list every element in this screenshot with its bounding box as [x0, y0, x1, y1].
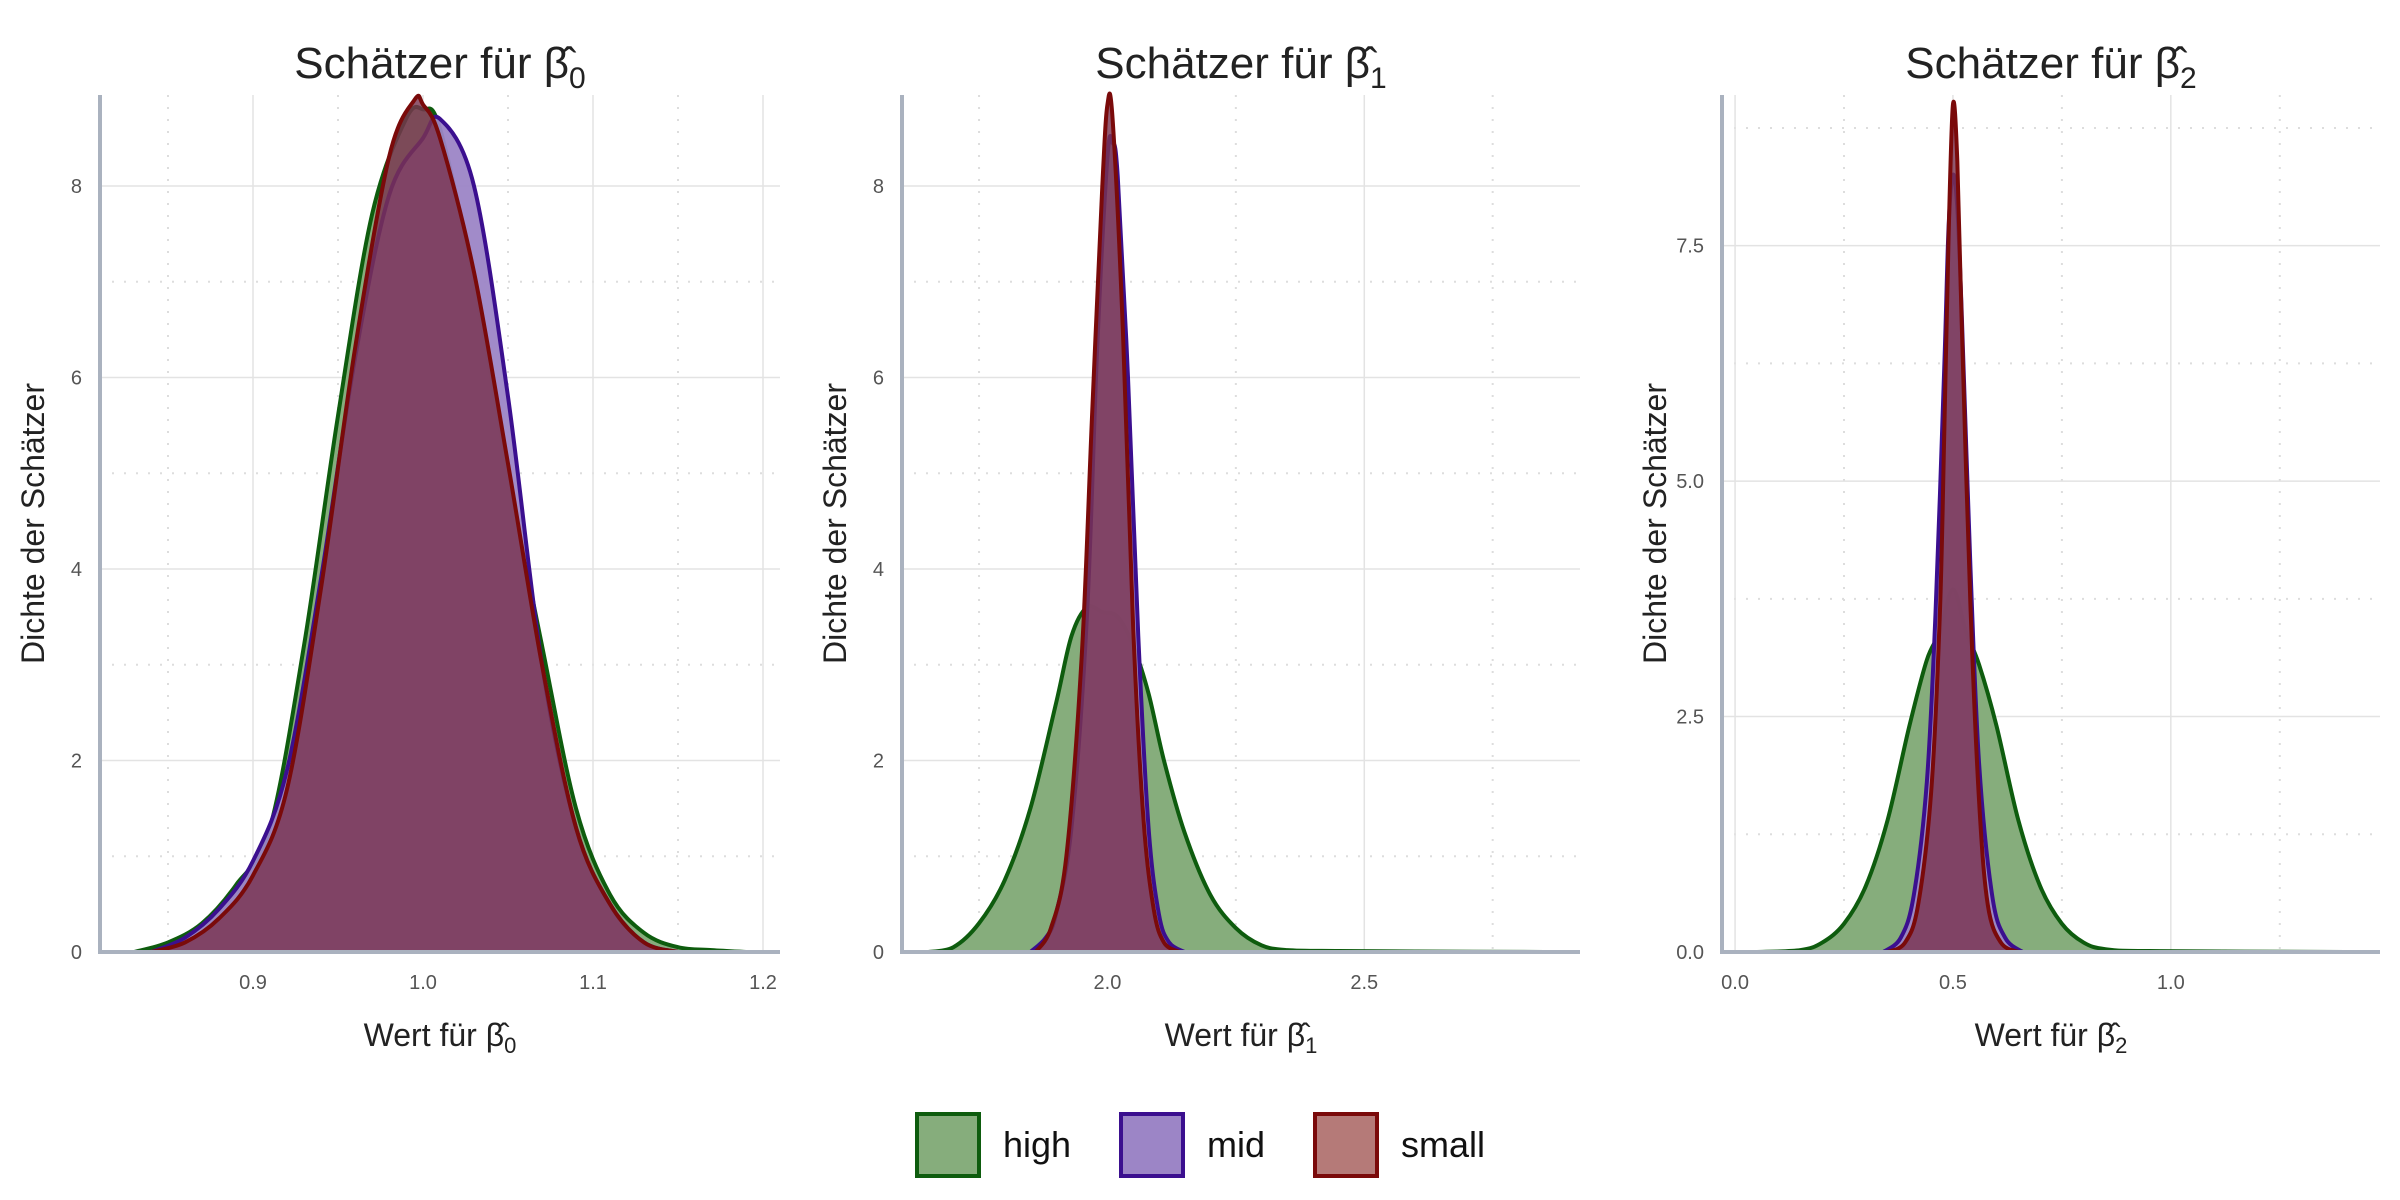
legend-label-mid: mid: [1207, 1124, 1266, 1165]
y-tick-label: 2: [873, 750, 884, 772]
density-line-small: [1033, 91, 1181, 954]
panel-0: 0.9 1.0 1.1 1.2 0 2 4 6 8 Schätzer für β̂0 Wert fü…: [15, 39, 780, 1058]
y-tick-label: 0: [873, 942, 884, 964]
x-tick-label: 0.0: [1721, 972, 1749, 994]
panel-title: Schätzer für β̂2: [1905, 39, 2196, 95]
y-tick-label: 4: [873, 559, 884, 581]
legend-key-high: [914, 1112, 981, 1178]
x-axis-label: Wert für β̂2: [1975, 1017, 2128, 1058]
density-area-small: [151, 95, 678, 952]
y-tick-label: 2.5: [1676, 707, 1704, 729]
panel-title: Schätzer für β̂0: [294, 39, 585, 95]
x-axis-label: Wert für β̂1: [1165, 1017, 1318, 1058]
y-tick-label: 7.5: [1676, 236, 1704, 258]
y-axis-label: Dichte der Schätzer: [817, 383, 853, 664]
x-tick-label: 1.1: [579, 972, 607, 994]
x-tick-label: 2.5: [1350, 972, 1378, 994]
density-line-small: [150, 93, 679, 954]
y-axis-label: Dichte der Schätzer: [1637, 383, 1673, 664]
x-tick-label: 2.0: [1094, 972, 1122, 994]
legend-item-high: high: [914, 1112, 1072, 1178]
density-area-small: [1035, 93, 1180, 953]
density-area-high: [1756, 589, 2346, 952]
y-axis-label: Dichte der Schätzer: [15, 383, 51, 664]
density-line-high: [1756, 587, 2346, 954]
legend-item-mid: mid: [1119, 1112, 1265, 1178]
x-tick-label: 0.9: [239, 972, 267, 994]
legend-key-small: [1313, 1112, 1380, 1178]
y-tick-label: 4: [71, 559, 82, 581]
x-axis-label: Wert für β̂0: [364, 1017, 517, 1058]
y-tick-label: 8: [873, 176, 884, 198]
legend-item-small: small: [1313, 1112, 1485, 1178]
density-line-small: [1886, 99, 2020, 954]
x-tick-label: 1.0: [409, 972, 437, 994]
x-tick-label: 1.0: [2157, 972, 2185, 994]
y-tick-label: 6: [873, 367, 884, 389]
panel-title: Schätzer für β̂1: [1095, 39, 1386, 95]
legend-label-high: high: [1002, 1124, 1072, 1165]
y-tick-label: 2: [71, 750, 82, 772]
legend: high mid small: [0, 1100, 2400, 1190]
y-tick-label: 0: [71, 942, 82, 964]
y-tick-label: 6: [71, 367, 82, 389]
panel-2: 0.0 0.5 1.0 0.0 2.5 5.0 7.5 Schätzer für β̂2 Wer…: [1637, 39, 2380, 1058]
density-area-small: [1887, 101, 2019, 952]
legend-label-small: small: [1401, 1124, 1486, 1165]
x-tick-label: 1.2: [749, 972, 777, 994]
x-tick-label: 0.5: [1939, 972, 1967, 994]
panel-1: 2.0 2.5 0 2 4 6 8 Schätzer für β̂1 Wert für β̂1 D…: [817, 39, 1580, 1058]
y-tick-label: 5.0: [1676, 471, 1704, 493]
legend-key-mid: [1119, 1112, 1186, 1178]
y-tick-label: 0.0: [1676, 942, 1704, 964]
y-tick-label: 8: [71, 176, 82, 198]
